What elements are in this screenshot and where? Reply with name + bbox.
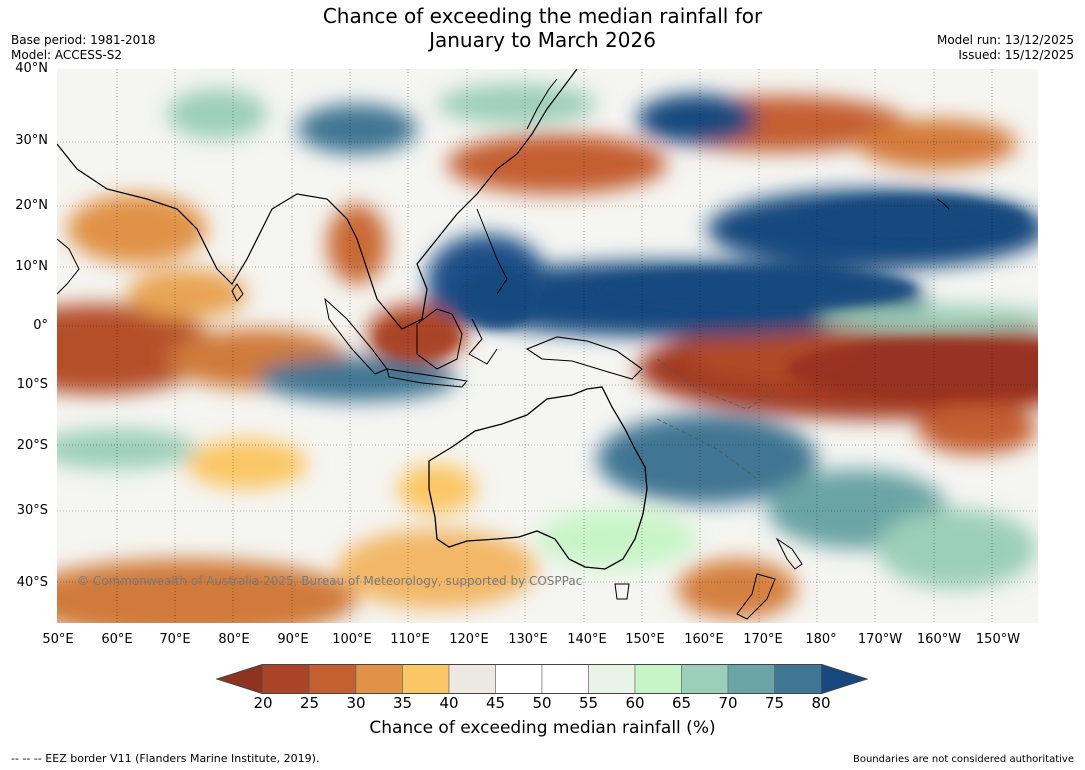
title-line-2: January to March 2026 bbox=[429, 28, 656, 52]
model-info: Base period: 1981-2018 Model: ACCESS-S2 bbox=[11, 33, 156, 63]
colorbar-segment bbox=[541, 664, 589, 694]
graticule bbox=[57, 69, 1038, 623]
rainfall-map[interactable]: © Commonwealth of Australia 2025, Bureau… bbox=[57, 69, 1038, 623]
lat-label: 40°S bbox=[16, 575, 48, 590]
hawaii-coastline bbox=[936, 198, 950, 210]
lon-label: 150°E bbox=[625, 632, 665, 647]
lat-label: 30°N bbox=[15, 133, 48, 148]
colorbar-segment bbox=[262, 664, 310, 694]
map-canvas bbox=[57, 69, 1038, 623]
colorbar-tick: 35 bbox=[392, 694, 413, 712]
lon-label: 180° bbox=[805, 632, 837, 647]
colorbar-segment bbox=[681, 664, 729, 694]
lon-label: 70°E bbox=[159, 632, 191, 647]
lon-label: 160°W bbox=[916, 632, 962, 647]
model-name: Model: ACCESS-S2 bbox=[11, 48, 123, 62]
lat-label: 20°S bbox=[16, 438, 48, 453]
colorbar-tick: 25 bbox=[299, 694, 320, 712]
model-run: Model run: 13/12/2025 bbox=[936, 33, 1074, 47]
colorbar-segment bbox=[588, 664, 636, 694]
copyright-notice: © Commonwealth of Australia 2025, Bureau… bbox=[77, 574, 583, 588]
lon-label: 50°E bbox=[42, 632, 74, 647]
lon-label: 160°E bbox=[684, 632, 724, 647]
colorbar-segment bbox=[355, 664, 403, 694]
lon-label: 90°E bbox=[277, 632, 309, 647]
colorbar-segments bbox=[216, 664, 868, 694]
lon-label: 120°E bbox=[449, 632, 489, 647]
lon-label: 170°W bbox=[857, 632, 903, 647]
colorbar-segment bbox=[402, 664, 450, 694]
sumatra-coastline bbox=[324, 297, 388, 375]
eez-borders bbox=[656, 358, 778, 480]
lon-label: 100°E bbox=[332, 632, 372, 647]
colorbar-tick: 75 bbox=[764, 694, 785, 712]
lat-label: 0° bbox=[33, 318, 48, 333]
colorbar-segment bbox=[495, 664, 543, 694]
colorbar-segment bbox=[774, 664, 822, 694]
colorbar-tick: 40 bbox=[439, 694, 459, 712]
colorbar-segment bbox=[216, 664, 264, 694]
probability-detail bbox=[377, 197, 1038, 399]
colorbar bbox=[216, 664, 868, 694]
colorbar-segment bbox=[309, 664, 357, 694]
sulawesi-coastline bbox=[468, 318, 498, 365]
lon-label: 110°E bbox=[390, 632, 430, 647]
lat-label: 40°N bbox=[15, 61, 48, 76]
colorbar-tick: 65 bbox=[671, 694, 692, 712]
colorbar-tick: 50 bbox=[532, 694, 552, 712]
colorbar-tick: 70 bbox=[718, 694, 738, 712]
lon-label: 140°E bbox=[567, 632, 607, 647]
tasmania-coastline bbox=[614, 583, 630, 600]
issued-date: Issued: 15/12/2025 bbox=[958, 48, 1074, 62]
colorbar-title: Chance of exceeding median rainfall (%) bbox=[369, 718, 716, 738]
arabia-coastline bbox=[57, 238, 80, 295]
lat-label: 30°S bbox=[16, 503, 48, 518]
sri-lanka-coastline bbox=[231, 283, 244, 302]
run-info: Model run: 13/12/2025 Issued: 15/12/2025 bbox=[937, 33, 1074, 63]
colorbar-tick: 55 bbox=[578, 694, 599, 712]
japan-coastline bbox=[526, 78, 558, 130]
lon-label: 150°W bbox=[975, 632, 1021, 647]
colorbar-tick: 60 bbox=[625, 694, 645, 712]
colorbar-tick: 30 bbox=[346, 694, 366, 712]
lat-label: 10°S bbox=[16, 377, 48, 392]
lon-label: 60°E bbox=[101, 632, 133, 647]
philippines-coastline bbox=[476, 208, 508, 295]
lon-label: 130°E bbox=[508, 632, 548, 647]
colorbar-tick: 45 bbox=[485, 694, 506, 712]
colorbar-outline bbox=[216, 664, 868, 694]
asia-coastline bbox=[57, 69, 578, 330]
colorbar-tick: 80 bbox=[811, 694, 831, 712]
title-line-1: Chance of exceeding the median rainfall … bbox=[322, 4, 763, 28]
colorbar-segment bbox=[820, 664, 868, 694]
eez-note: -- -- -- EEZ border V11 (Flanders Marine… bbox=[11, 752, 320, 765]
borneo-coastline bbox=[416, 308, 463, 370]
lon-label: 170°E bbox=[743, 632, 783, 647]
colorbar-segment bbox=[448, 664, 496, 694]
new-zealand-coastline bbox=[736, 537, 803, 620]
australia-coastline bbox=[428, 386, 648, 570]
colorbar-segment bbox=[727, 664, 775, 694]
java-coastline bbox=[386, 368, 468, 388]
base-period: Base period: 1981-2018 bbox=[11, 33, 156, 47]
map-title: Chance of exceeding the median rainfall … bbox=[0, 4, 1085, 52]
new-guinea-coastline bbox=[525, 336, 643, 380]
colorbar-segment bbox=[634, 664, 682, 694]
boundary-disclaimer: Boundaries are not considered authoritat… bbox=[852, 754, 1074, 765]
colorbar-tick: 20 bbox=[253, 694, 273, 712]
lat-label: 20°N bbox=[15, 198, 48, 213]
lon-label: 80°E bbox=[218, 632, 250, 647]
lat-label: 10°N bbox=[15, 259, 48, 274]
